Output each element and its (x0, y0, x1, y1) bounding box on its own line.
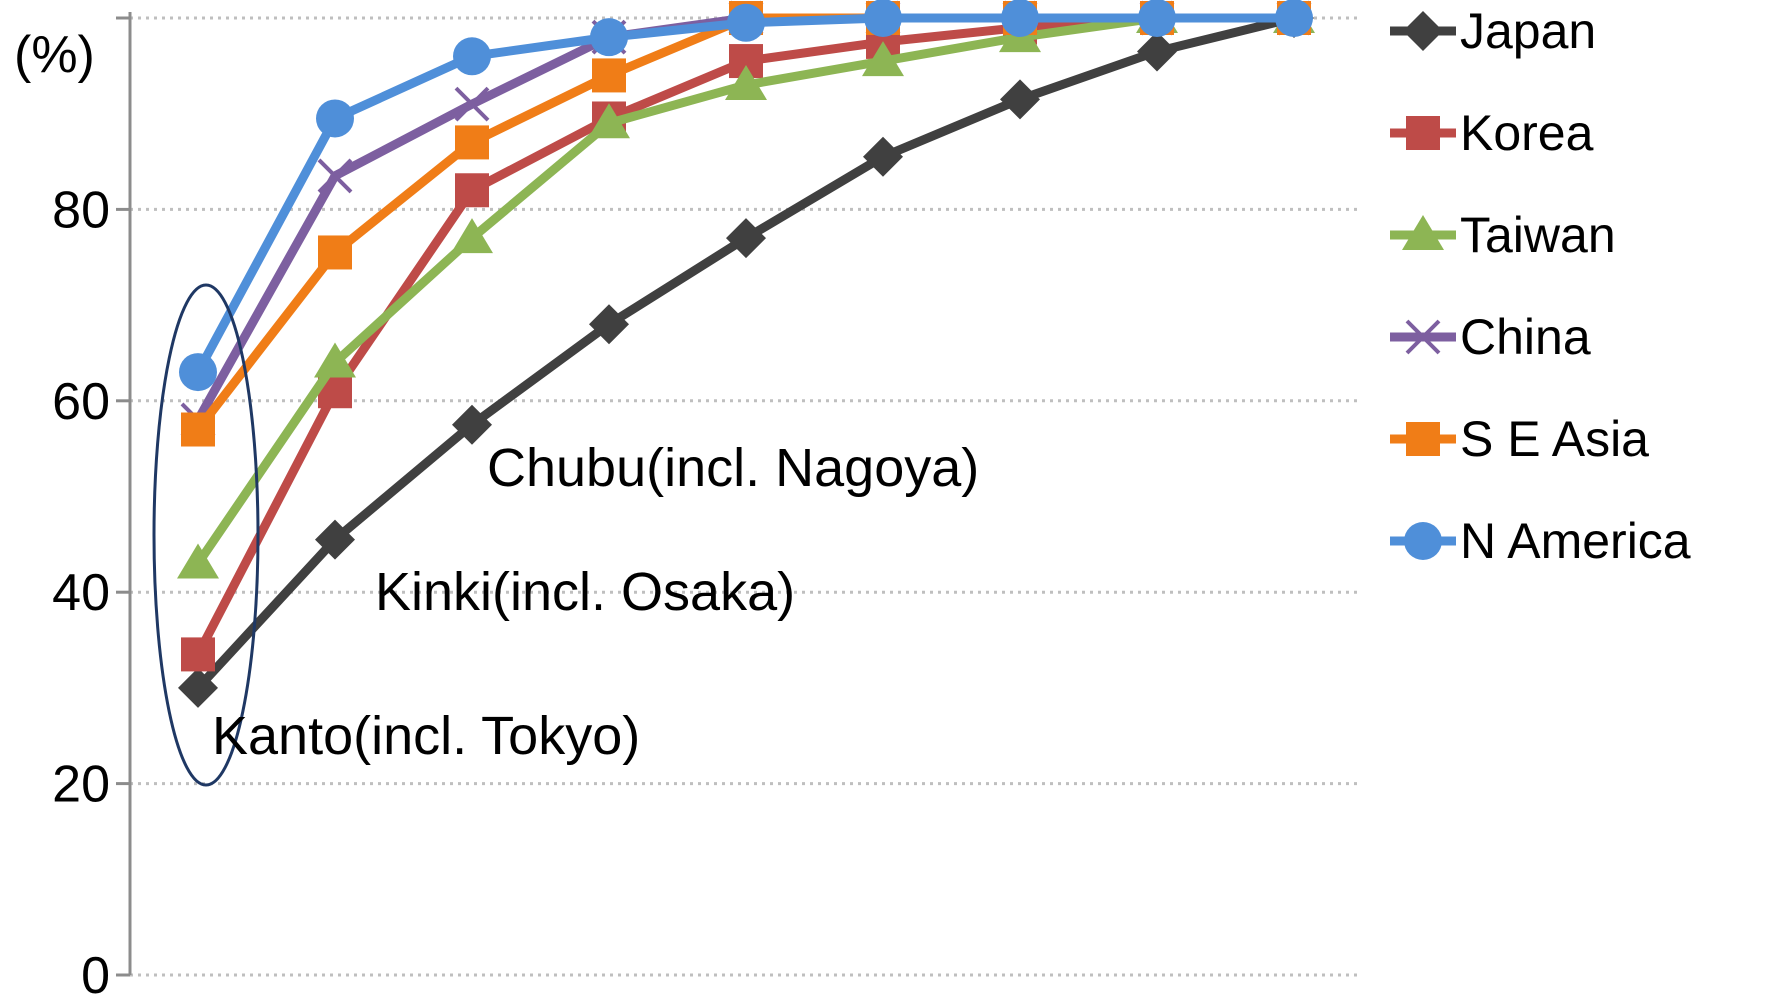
legend-label: China (1460, 309, 1591, 365)
data-point (862, 41, 904, 77)
data-point (317, 158, 353, 194)
data-point (454, 86, 490, 122)
data-point (453, 37, 491, 76)
y-axis: 0 20 40 60 80 (52, 12, 132, 1005)
legend-marker (1404, 522, 1442, 560)
legend-marker (1406, 422, 1440, 456)
legend-label: S E Asia (1460, 411, 1649, 467)
legend-marker (1403, 11, 1443, 51)
data-point (181, 637, 215, 672)
y-tick-label: 20 (52, 756, 110, 814)
highlight-ellipse-shape (152, 283, 260, 787)
series-lines (177, 0, 1315, 708)
legend-item: S E Asia (1390, 411, 1649, 467)
data-point (1001, 0, 1039, 37)
legend-item: Korea (1390, 105, 1594, 161)
legend-item: N America (1390, 513, 1691, 569)
data-point (1275, 0, 1313, 37)
data-point (590, 18, 628, 57)
data-point (1000, 79, 1040, 120)
legend-label: Japan (1460, 3, 1596, 59)
y-tick-label: 40 (52, 564, 110, 622)
data-point (725, 64, 767, 100)
data-point (863, 136, 903, 177)
highlight-ellipse (152, 283, 260, 787)
data-point (314, 342, 356, 378)
data-point (181, 412, 215, 447)
y-tick-label: 80 (52, 181, 110, 239)
annotation-label: Kinki(incl. Osaka) (375, 562, 795, 622)
legend-marker (1406, 116, 1440, 150)
data-point (1138, 0, 1176, 37)
legend: Japan Korea Taiwan China S E Asia N America (1390, 3, 1691, 569)
data-point (452, 404, 492, 445)
data-point (588, 103, 630, 139)
legend-marker (1405, 319, 1441, 355)
data-point (318, 235, 352, 270)
data-point (316, 99, 354, 138)
data-point (315, 519, 355, 560)
y-tick-label: 60 (52, 373, 110, 431)
legend-label: Taiwan (1460, 207, 1616, 263)
data-point (451, 218, 493, 254)
legend-label: Korea (1460, 105, 1594, 161)
data-point (727, 3, 765, 42)
legend-label: N America (1460, 513, 1691, 569)
legend-item: China (1390, 309, 1591, 365)
data-point (589, 304, 629, 345)
data-point (455, 173, 489, 208)
data-point (726, 218, 766, 259)
data-point (592, 58, 626, 93)
annotation-label: Chubu(incl. Nagoya) (487, 438, 979, 498)
data-point (178, 667, 218, 708)
legend-item: Taiwan (1390, 207, 1616, 263)
data-point (864, 0, 902, 37)
series-n-america (179, 0, 1313, 392)
data-point (455, 125, 489, 160)
data-point (179, 353, 217, 392)
y-tick-label: 0 (81, 947, 110, 1005)
region-annotations: Kanto(incl. Tokyo) Kinki(incl. Osaka) Chub… (212, 438, 979, 766)
legend-marker (1402, 215, 1444, 250)
y-axis-unit-label: (%) (14, 26, 95, 84)
data-point (1137, 31, 1177, 72)
legend-item: Japan (1390, 3, 1596, 59)
annotation-label: Kanto(incl. Tokyo) (212, 706, 640, 766)
data-point (177, 543, 219, 579)
